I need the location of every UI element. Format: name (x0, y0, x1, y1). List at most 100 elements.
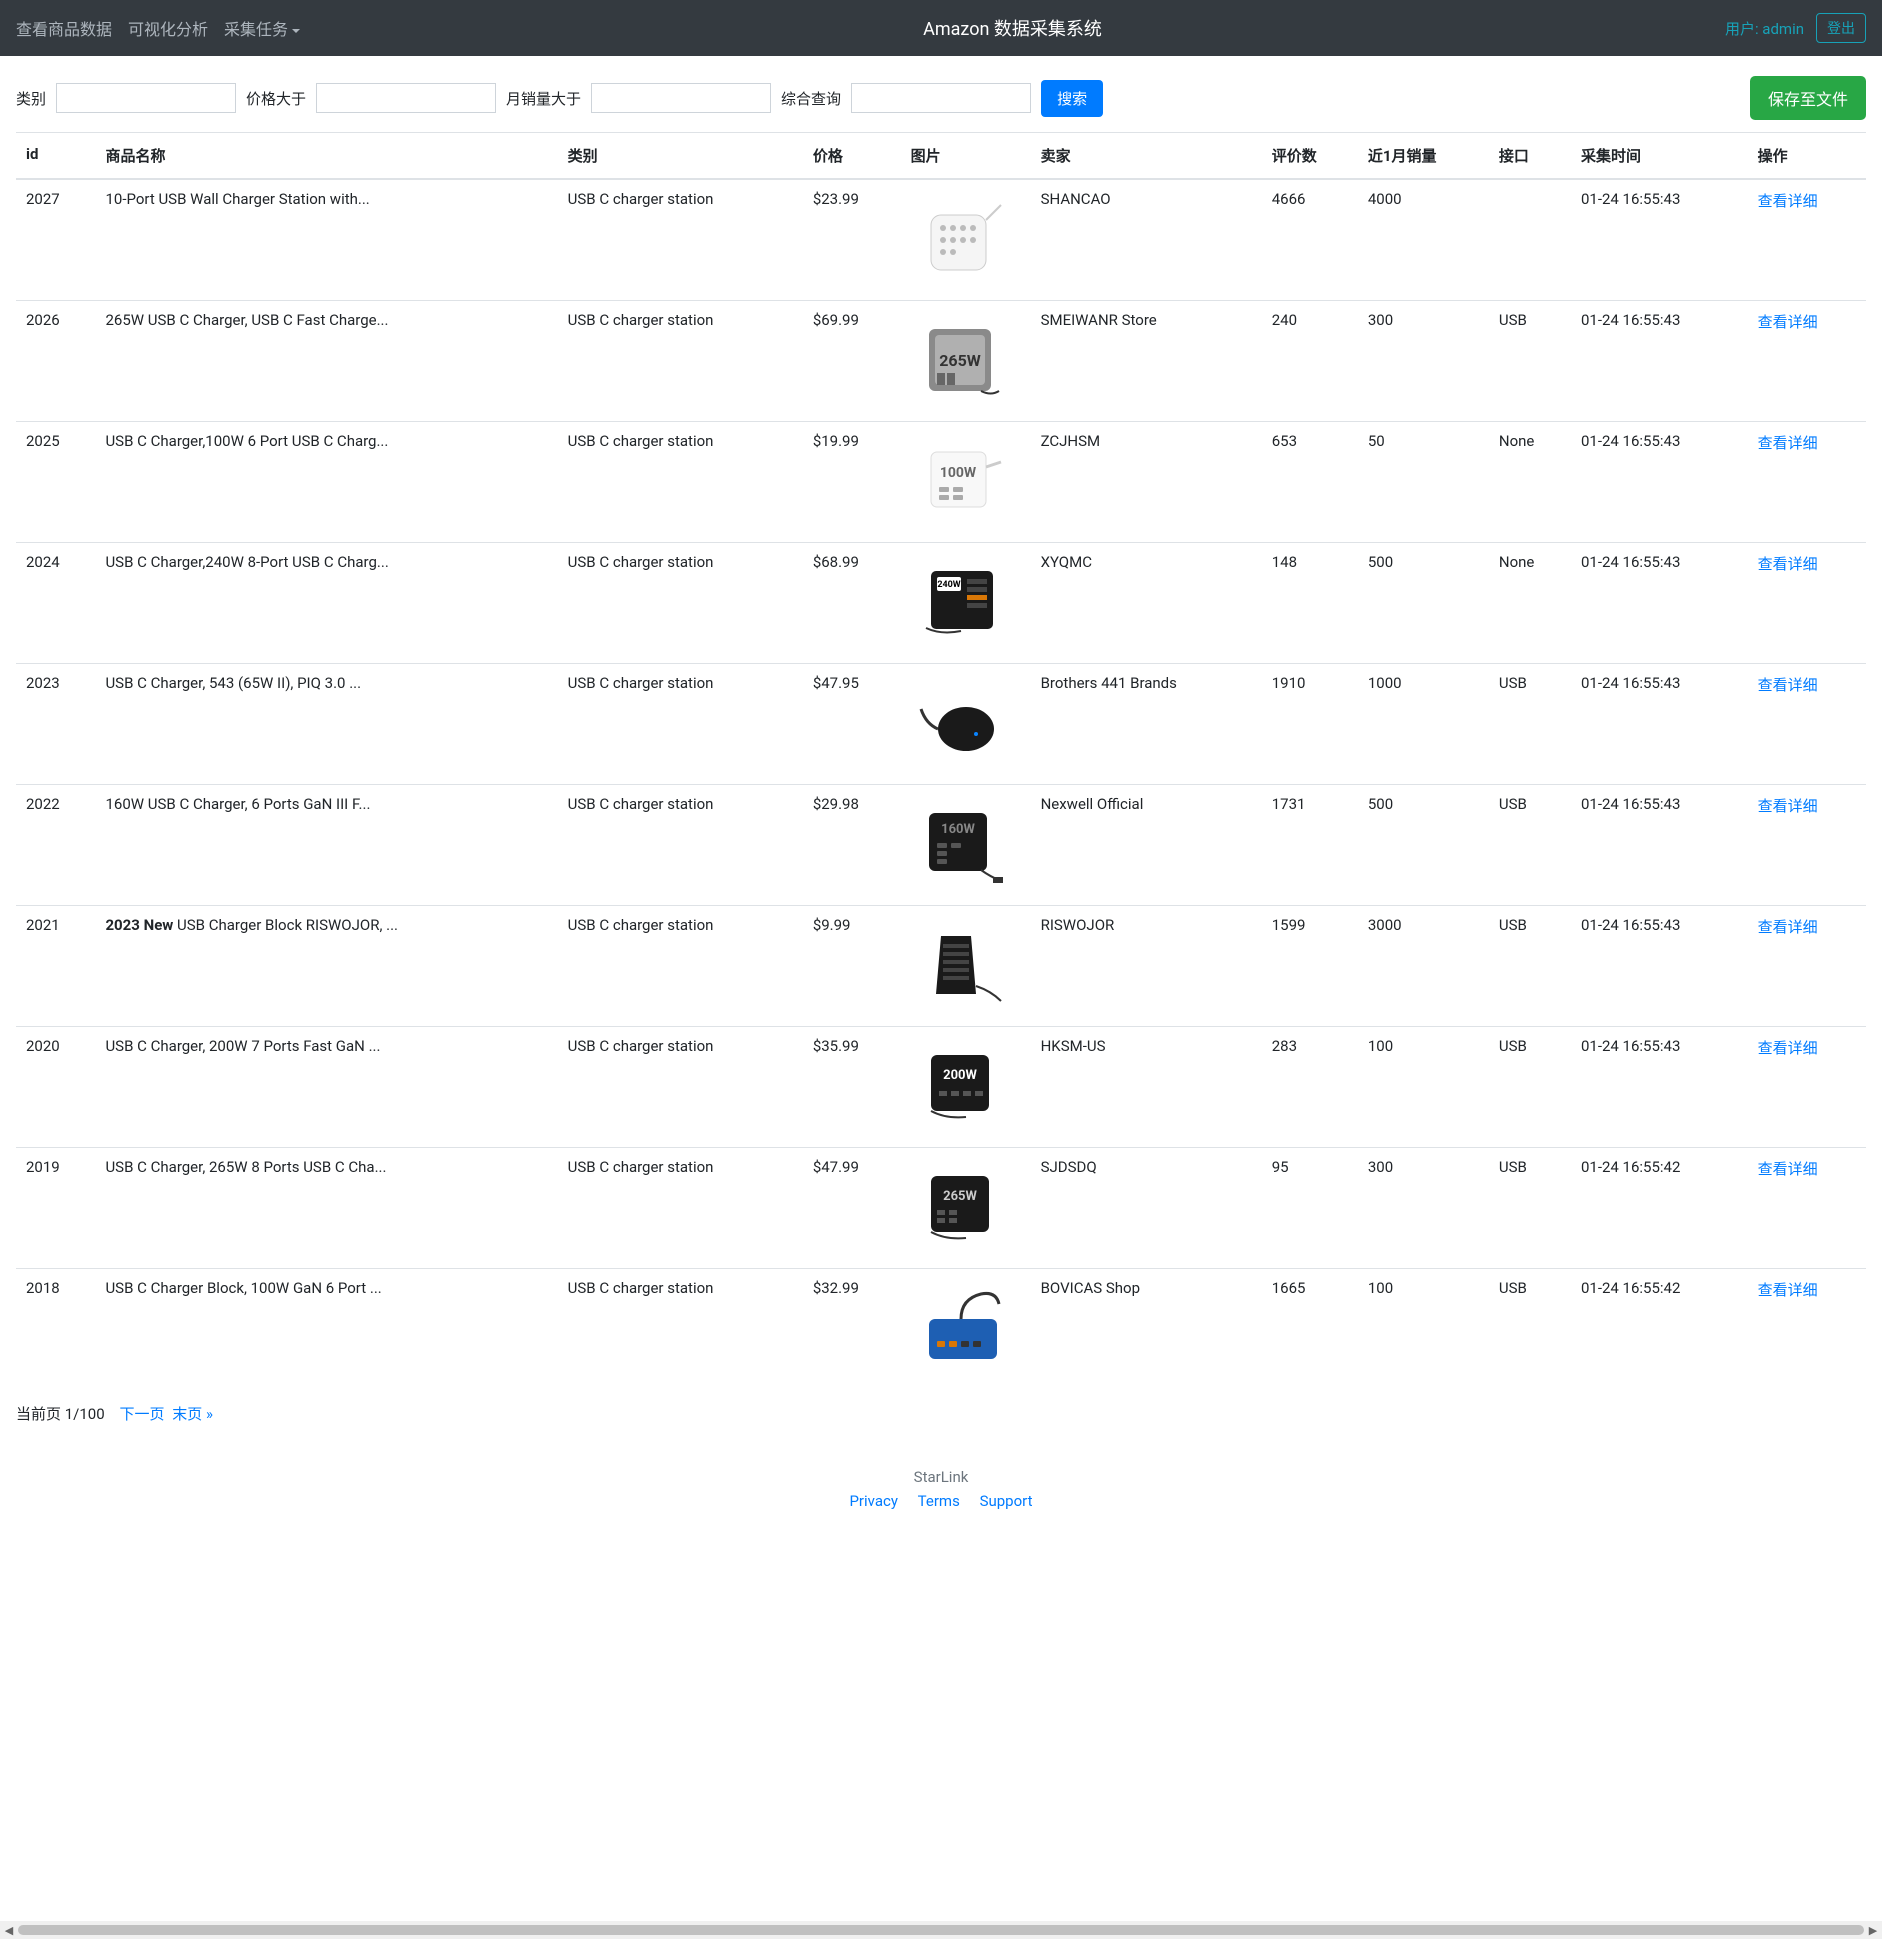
cell-price: $9.99 (803, 906, 901, 1027)
nav-left: 查看商品数据 可视化分析 采集任务 (16, 16, 300, 40)
view-detail-link[interactable]: 查看详细 (1758, 434, 1818, 452)
cell-port: None (1489, 543, 1571, 664)
view-detail-link[interactable]: 查看详细 (1758, 192, 1818, 210)
table-header-row: id 商品名称 类别 价格 图片 卖家 评价数 近1月销量 接口 采集时间 操作 (16, 133, 1866, 180)
scroll-track[interactable] (18, 1925, 1864, 1935)
scroll-right-icon[interactable]: ▶ (1864, 1924, 1882, 1937)
monthly-sales-gt-input[interactable] (591, 83, 771, 113)
cell-time: 01-24 16:55:43 (1571, 422, 1748, 543)
category-input[interactable] (56, 83, 236, 113)
cell-category: USB C charger station (558, 906, 803, 1027)
cell-seller: Nexwell Official (1031, 785, 1262, 906)
cell-id: 2020 (16, 1027, 95, 1148)
price-gt-input[interactable] (316, 83, 496, 113)
nav-visual[interactable]: 可视化分析 (128, 16, 208, 40)
footer-support-link[interactable]: Support (980, 1492, 1033, 1510)
product-thumb-icon: 160W (911, 795, 1011, 895)
cell-sales: 500 (1358, 785, 1489, 906)
cell-time: 01-24 16:55:43 (1571, 301, 1748, 422)
save-to-file-button[interactable]: 保存至文件 (1750, 76, 1866, 120)
cell-id: 2021 (16, 906, 95, 1027)
col-port: 接口 (1489, 133, 1571, 180)
svg-text:265W: 265W (943, 1189, 977, 1204)
cell-id: 2025 (16, 422, 95, 543)
view-detail-link[interactable]: 查看详细 (1758, 1160, 1818, 1178)
category-label: 类别 (16, 88, 46, 109)
cell-action: 查看详细 (1748, 1269, 1866, 1390)
cell-seller: SMEIWANR Store (1031, 301, 1262, 422)
cell-id: 2022 (16, 785, 95, 906)
product-name: USB C Charger,100W 6 Port USB C Charg... (105, 432, 388, 450)
logout-button[interactable]: 登出 (1816, 13, 1866, 43)
cell-time: 01-24 16:55:43 (1571, 179, 1748, 301)
view-detail-link[interactable]: 查看详细 (1758, 555, 1818, 573)
cell-action: 查看详细 (1748, 301, 1866, 422)
cell-reviews: 1665 (1262, 1269, 1358, 1390)
cell-image: 200W (901, 1027, 1031, 1148)
cell-price: $23.99 (803, 179, 901, 301)
view-detail-link[interactable]: 查看详细 (1758, 676, 1818, 694)
page-last-link[interactable]: 末页 » (172, 1405, 213, 1423)
product-thumb-icon (911, 916, 1011, 1016)
product-name-bold: 2023 New (105, 916, 173, 934)
nav-view-data[interactable]: 查看商品数据 (16, 16, 112, 40)
cell-port: USB (1489, 1027, 1571, 1148)
cell-reviews: 283 (1262, 1027, 1358, 1148)
cell-id: 2026 (16, 301, 95, 422)
cell-port: USB (1489, 301, 1571, 422)
search-input[interactable] (851, 83, 1031, 113)
view-detail-link[interactable]: 查看详细 (1758, 1281, 1818, 1299)
cell-time: 01-24 16:55:43 (1571, 785, 1748, 906)
cell-action: 查看详细 (1748, 785, 1866, 906)
col-reviews: 评价数 (1262, 133, 1358, 180)
cell-name: 265W USB C Charger, USB C Fast Charge... (95, 301, 557, 422)
cell-category: USB C charger station (558, 1148, 803, 1269)
cell-name: USB C Charger,100W 6 Port USB C Charg... (95, 422, 557, 543)
svg-text:100W: 100W (939, 465, 976, 481)
products-table: id 商品名称 类别 价格 图片 卖家 评价数 近1月销量 接口 采集时间 操作… (16, 132, 1866, 1389)
cell-id: 2023 (16, 664, 95, 785)
cell-time: 01-24 16:55:43 (1571, 1027, 1748, 1148)
cell-action: 查看详细 (1748, 179, 1866, 301)
cell-port: USB (1489, 1269, 1571, 1390)
user-label: 用户: admin (1725, 18, 1804, 39)
cell-sales: 100 (1358, 1027, 1489, 1148)
cell-reviews: 4666 (1262, 179, 1358, 301)
nav-tasks-dropdown[interactable]: 采集任务 (224, 16, 300, 40)
table-row: 2020USB C Charger, 200W 7 Ports Fast GaN… (16, 1027, 1866, 1148)
cell-action: 查看详细 (1748, 422, 1866, 543)
horizontal-scrollbar[interactable]: ◀ ▶ (0, 1921, 1882, 1939)
cell-name: USB C Charger,240W 8-Port USB C Charg... (95, 543, 557, 664)
cell-port: USB (1489, 906, 1571, 1027)
footer-privacy-link[interactable]: Privacy (849, 1492, 897, 1510)
view-detail-link[interactable]: 查看详细 (1758, 918, 1818, 936)
cell-name: 10-Port USB Wall Charger Station with... (95, 179, 557, 301)
table-row: 2023USB C Charger, 543 (65W II), PIQ 3.0… (16, 664, 1866, 785)
cell-name: USB C Charger, 200W 7 Ports Fast GaN ... (95, 1027, 557, 1148)
cell-name: USB C Charger Block, 100W GaN 6 Port ... (95, 1269, 557, 1390)
cell-image: 100W (901, 422, 1031, 543)
view-detail-link[interactable]: 查看详细 (1758, 1039, 1818, 1057)
cell-sales: 4000 (1358, 179, 1489, 301)
view-detail-link[interactable]: 查看详细 (1758, 313, 1818, 331)
table-row: 2022 160W USB C Charger, 6 Ports GaN III … (16, 785, 1866, 906)
cell-price: $32.99 (803, 1269, 901, 1390)
view-detail-link[interactable]: 查看详细 (1758, 797, 1818, 815)
cell-sales: 100 (1358, 1269, 1489, 1390)
footer-terms-link[interactable]: Terms (918, 1492, 960, 1510)
scroll-left-icon[interactable]: ◀ (0, 1924, 18, 1937)
page-next-link[interactable]: 下一页 (120, 1405, 165, 1423)
cell-category: USB C charger station (558, 664, 803, 785)
cell-price: $29.98 (803, 785, 901, 906)
svg-text:160W: 160W (941, 822, 975, 837)
cell-seller: ZCJHSM (1031, 422, 1262, 543)
product-name: 160W USB C Charger, 6 Ports GaN III F... (105, 795, 370, 813)
cell-seller: SHANCAO (1031, 179, 1262, 301)
cell-reviews: 148 (1262, 543, 1358, 664)
product-thumb-icon (911, 1279, 1011, 1379)
search-button[interactable]: 搜索 (1041, 80, 1103, 117)
cell-action: 查看详细 (1748, 543, 1866, 664)
product-thumb-icon: 265W (911, 1158, 1011, 1258)
cell-name: 160W USB C Charger, 6 Ports GaN III F... (95, 785, 557, 906)
product-name: USB C Charger Block, 100W GaN 6 Port ... (105, 1279, 381, 1297)
